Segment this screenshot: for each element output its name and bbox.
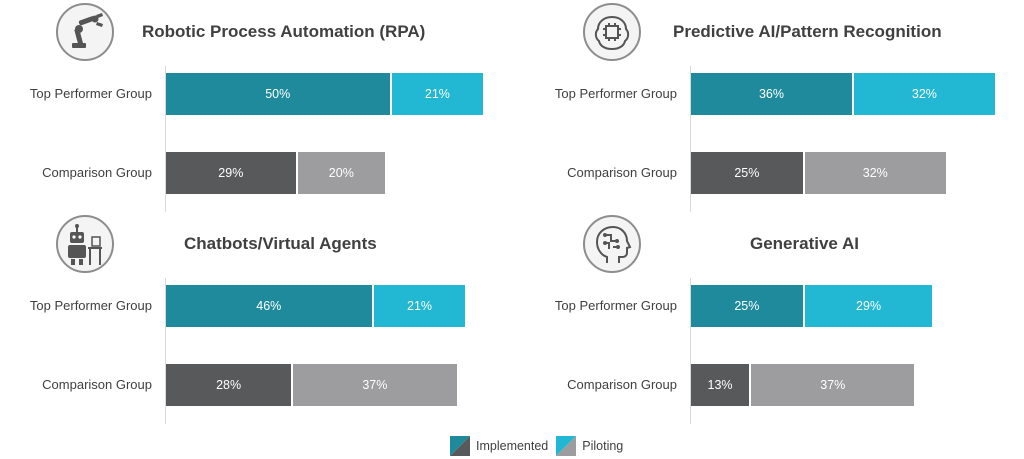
comparison-implemented-bar: 28% [166,364,292,406]
chart-title: Robotic Process Automation (RPA) [142,22,426,41]
y-axis-line [165,66,166,212]
data-label: 21% [407,299,433,313]
data-label: 29% [856,299,882,313]
data-label: 50% [265,87,291,101]
top-performer-piloting-bar: 29% [802,285,933,327]
data-label: 13% [707,378,733,392]
comparison-implemented-bar: 25% [691,152,803,194]
data-label: 32% [862,166,888,180]
data-label: 28% [216,378,242,392]
data-label: 21% [424,87,450,101]
category-label: Comparison Group [42,165,152,180]
top-performer-implemented-bar: 25% [691,285,803,327]
y-axis-line [165,278,166,424]
data-label: 37% [820,378,846,392]
legend-label-piloting: Piloting [582,439,624,453]
y-axis-line [690,278,691,424]
legend-swatch-piloting [556,436,577,456]
y-axis-line [690,66,691,212]
top-performer-piloting-bar: 21% [389,73,484,115]
comparison-implemented-bar: 29% [166,152,296,194]
top-performer-implemented-bar: 46% [166,285,372,327]
comparison-piloting-bar: 37% [291,364,457,406]
chart-title: Predictive AI/Pattern Recognition [673,22,942,41]
data-label: 25% [734,166,760,180]
data-label: 29% [218,166,244,180]
top-performer-piloting-bar: 21% [371,285,466,327]
data-label: 46% [256,299,282,313]
top-performer-implemented-bar: 36% [691,73,852,115]
chart-panel-3: Chatbots/Virtual Agents Top Performer Gro… [0,212,512,424]
robot-agent-icon [56,215,114,273]
chart-title: Generative AI [750,234,859,253]
chart-panel-2: Predictive AI/Pattern Recognition Top Per… [525,0,1024,212]
ai-head-icon [583,215,641,273]
brain-chip-icon [583,3,641,61]
top-performer-implemented-bar: 50% [166,73,390,115]
data-label: 32% [911,87,937,101]
comparison-piloting-bar: 32% [802,152,946,194]
top-performer-piloting-bar: 32% [851,73,995,115]
category-label: Comparison Group [567,165,677,180]
robot-arm-icon [56,3,114,61]
category-label: Comparison Group [42,377,152,392]
chart-title: Chatbots/Virtual Agents [184,234,377,253]
category-label: Top Performer Group [29,298,152,313]
comparison-piloting-bar: 37% [749,364,915,406]
data-label: 20% [328,166,354,180]
category-label: Top Performer Group [29,86,152,101]
chart-panel-1: Robotic Process Automation (RPA) Top Perf… [0,0,512,212]
category-label: Comparison Group [567,377,677,392]
comparison-piloting-bar: 20% [295,152,386,194]
chart-panel-4: Generative AI Top Performer Group 25% 29% Co… [525,212,1024,424]
data-label: 37% [362,378,388,392]
category-label: Top Performer Group [554,86,677,101]
data-label: 36% [758,87,784,101]
comparison-implemented-bar: 13% [691,364,750,406]
category-label: Top Performer Group [554,298,677,313]
legend-swatch-implemented [450,436,470,456]
legend: Implemented Piloting [450,436,631,456]
data-label: 25% [734,299,760,313]
legend-label-implemented: Implemented [476,439,549,453]
